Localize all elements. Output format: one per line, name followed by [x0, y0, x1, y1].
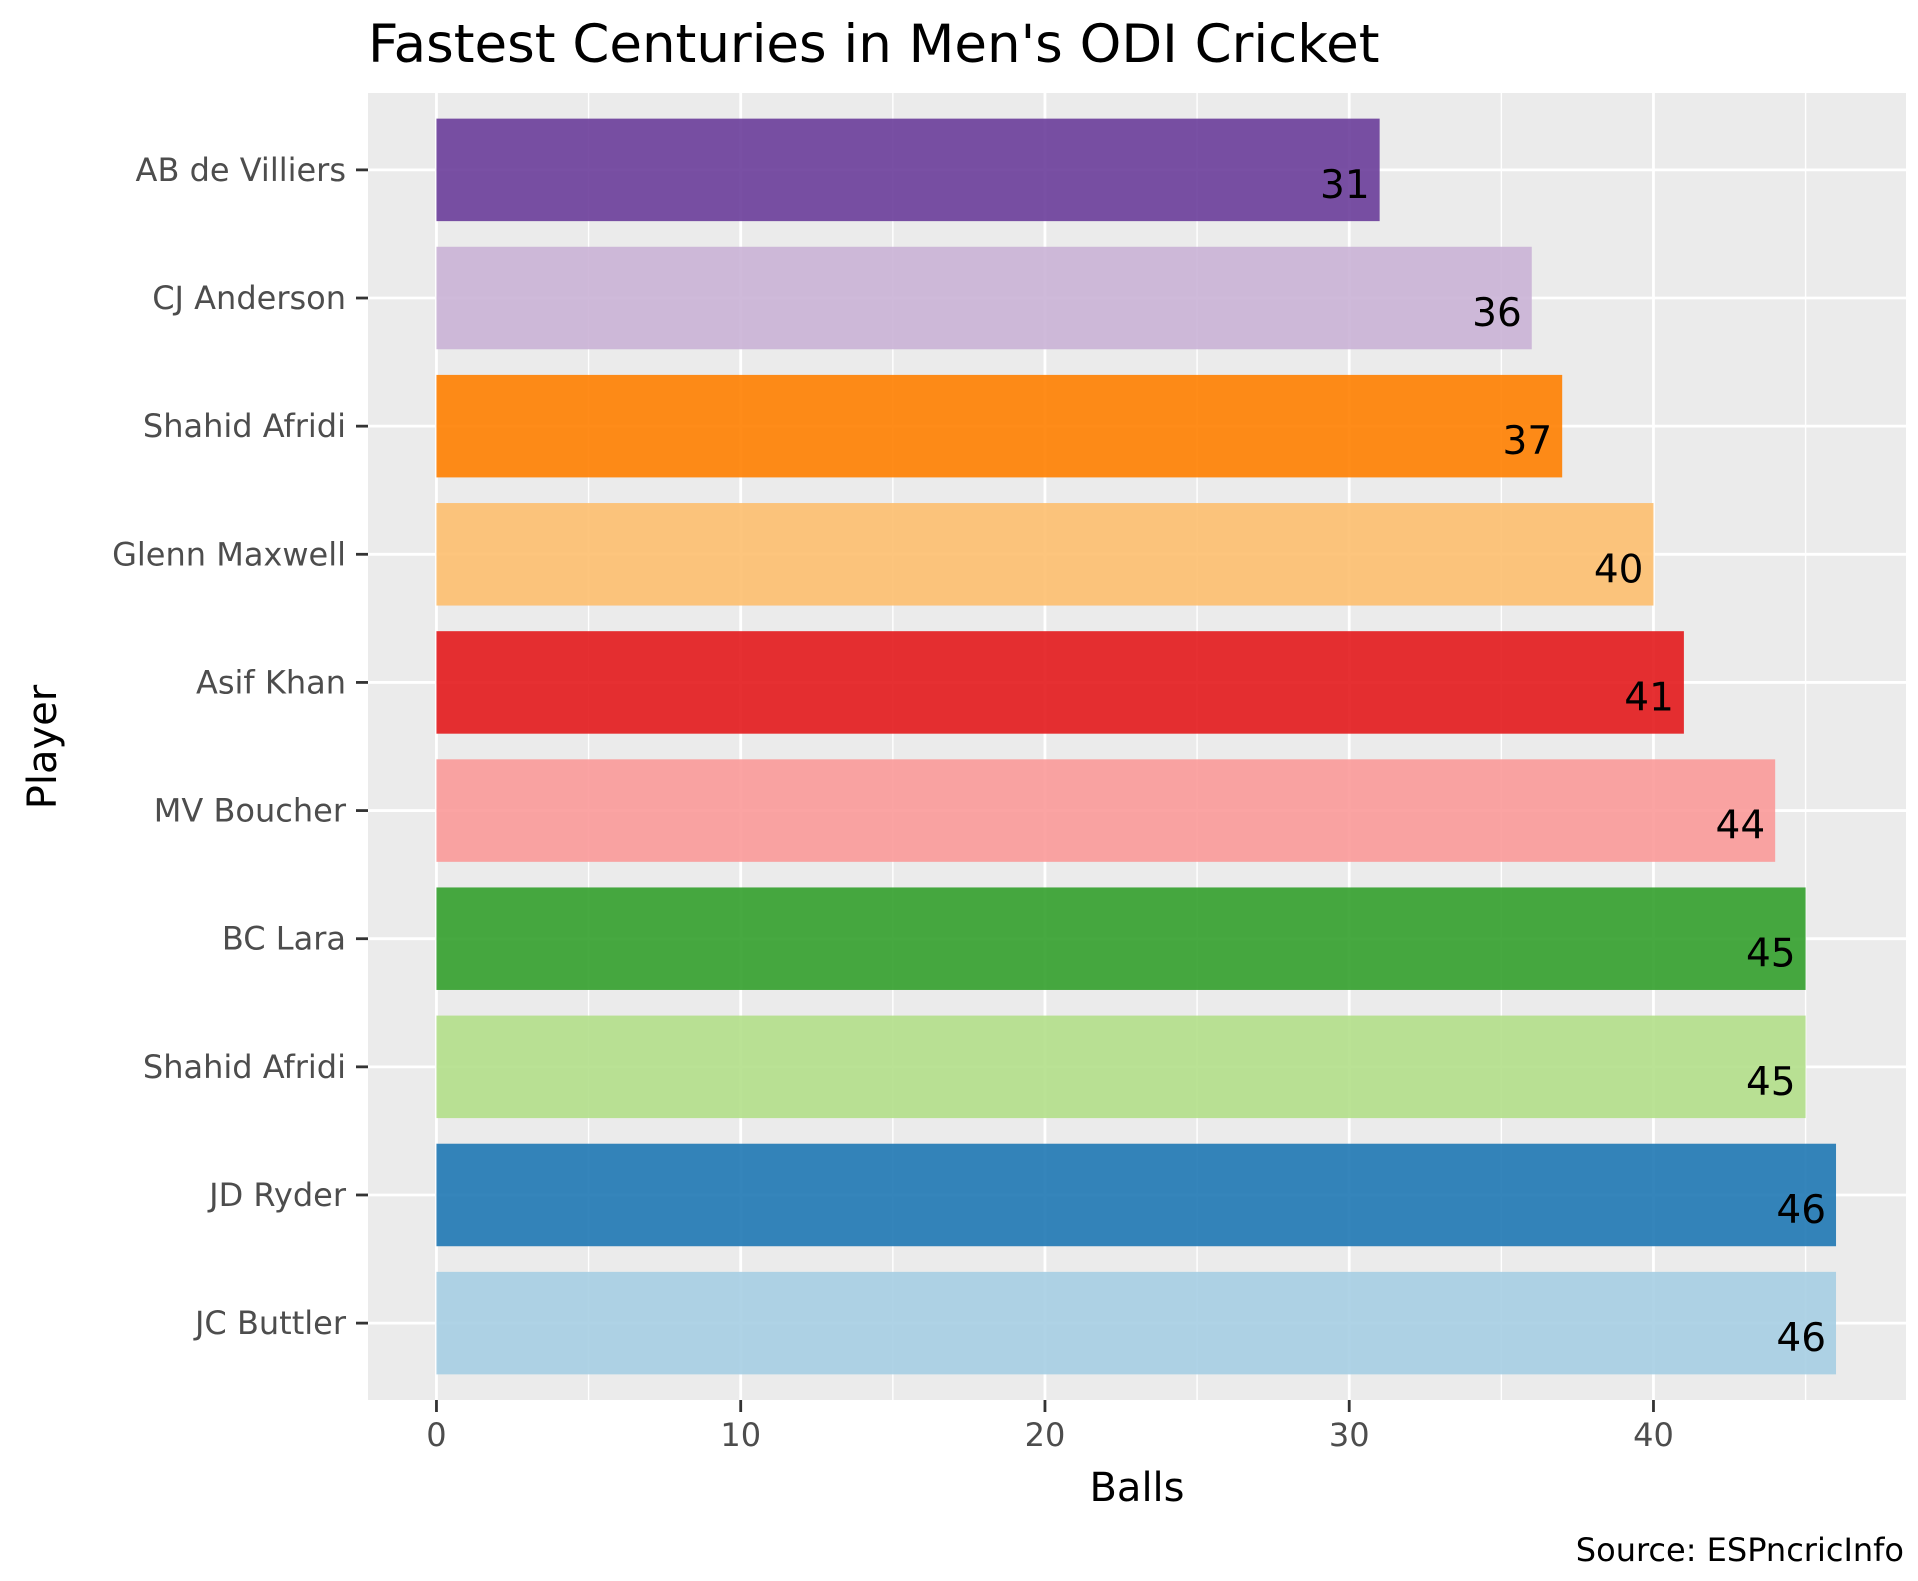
bar [436, 503, 1654, 606]
bar [436, 759, 1776, 862]
y-tick-label: Glenn Maxwell [112, 535, 346, 573]
y-tick-label: BC Lara [222, 920, 346, 958]
y-axis: AB de Villiers CJ Anderson Shahid Afridi Gl… [112, 151, 368, 1342]
bar [436, 1143, 1837, 1247]
y-tick-label: JC Buttler [193, 1304, 347, 1342]
x-axis-title: Balls [1089, 1465, 1184, 1511]
y-tick-label: Shahid Afridi [143, 1048, 346, 1086]
bar-value-label: 45 [1746, 1060, 1796, 1105]
x-tick-label: 0 [426, 1416, 446, 1454]
bar-value-label: 44 [1716, 804, 1766, 849]
x-tick-label: 40 [1633, 1416, 1674, 1454]
bars [436, 118, 1837, 1375]
bar-value-label: 31 [1320, 163, 1370, 208]
bar [436, 1015, 1806, 1119]
bar-value-label: 37 [1503, 419, 1553, 464]
y-tick-label: AB de Villiers [136, 151, 346, 189]
x-tick-label: 30 [1329, 1416, 1370, 1454]
y-tick-label: Asif Khan [196, 663, 346, 701]
y-tick-label: JD Ryder [207, 1176, 347, 1214]
y-tick-label: MV Boucher [154, 792, 347, 830]
bar [436, 631, 1684, 734]
bar-value-label: 45 [1746, 932, 1796, 977]
bar [436, 374, 1563, 478]
bar [436, 118, 1380, 222]
y-axis-title: Player [20, 684, 66, 809]
x-tick-label: 10 [720, 1416, 761, 1454]
bar-value-label: 46 [1776, 1188, 1826, 1233]
bar-value-label: 41 [1624, 675, 1674, 720]
data-labels: 31 36 37 40 41 44 45 45 46 46 [1320, 163, 1826, 1361]
x-tick-label: 20 [1025, 1416, 1066, 1454]
bar [436, 246, 1532, 350]
bar-value-label: 36 [1472, 291, 1522, 336]
y-tick-label: CJ Anderson [152, 279, 346, 317]
bar-value-label: 46 [1776, 1316, 1826, 1361]
bar [436, 1271, 1837, 1375]
chart-title: Fastest Centuries in Men's ODI Cricket [368, 14, 1379, 75]
x-axis: 0 10 20 30 40 [426, 1400, 1674, 1454]
bar-value-label: 40 [1594, 547, 1644, 592]
y-tick-label: Shahid Afridi [143, 407, 346, 445]
bar [436, 887, 1806, 990]
chart-caption: Source: ESPncricInfo [1576, 1531, 1904, 1569]
